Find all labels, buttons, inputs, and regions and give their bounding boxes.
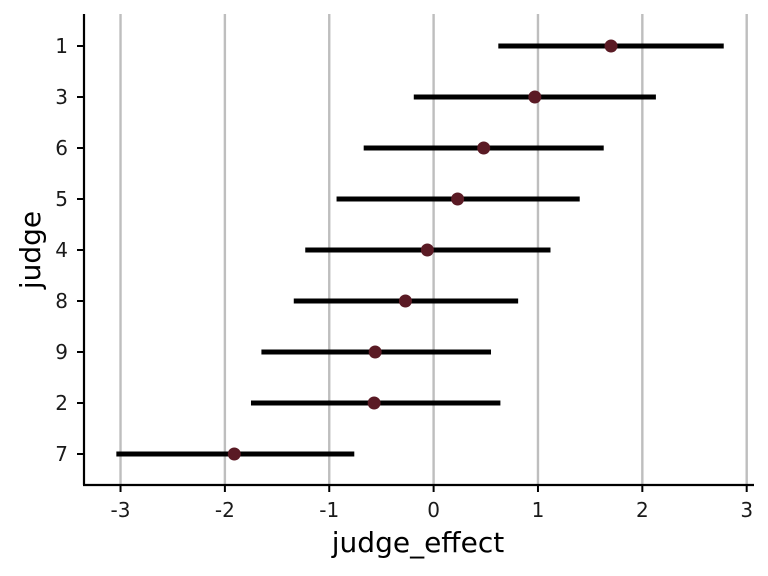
x-tick-label: 3	[740, 498, 753, 522]
estimate-point-judge-3	[528, 90, 542, 104]
y-tick-label-judge-5: 5	[55, 187, 68, 211]
y-tick-label-judge-9: 9	[55, 340, 68, 364]
y-tick-label-judge-6: 6	[55, 136, 68, 160]
x-tick-label: 1	[532, 498, 545, 522]
estimate-point-judge-5	[451, 192, 465, 206]
estimate-point-judge-4	[420, 243, 434, 257]
x-axis-title: judge_effect	[331, 526, 504, 559]
y-tick-label-judge-1: 1	[55, 34, 68, 58]
x-tick-label: -2	[215, 498, 235, 522]
estimate-points	[227, 39, 618, 461]
estimate-point-judge-7	[227, 447, 241, 461]
y-tick-label-judge-8: 8	[55, 289, 68, 313]
estimate-point-judge-9	[368, 345, 382, 359]
x-tick-label: 0	[427, 498, 440, 522]
estimate-point-judge-2	[367, 396, 381, 410]
estimate-point-judge-1	[604, 39, 618, 53]
x-tick-label: 2	[636, 498, 649, 522]
y-tick-label-judge-4: 4	[55, 238, 68, 262]
x-axis-ticks: -3 -2 -1 0 1 2 3	[111, 485, 753, 522]
y-axis-title: judge	[14, 211, 47, 290]
y-tick-label-judge-2: 2	[55, 391, 68, 415]
estimate-point-judge-8	[398, 294, 412, 308]
y-axis-ticks: 1 3 6 5 4 8 9 2 7	[55, 34, 84, 466]
y-tick-label-judge-7: 7	[55, 442, 68, 466]
x-tick-label: -1	[319, 498, 339, 522]
y-tick-label-judge-3: 3	[55, 85, 68, 109]
x-tick-label: -3	[111, 498, 131, 522]
estimate-point-judge-6	[477, 141, 491, 155]
